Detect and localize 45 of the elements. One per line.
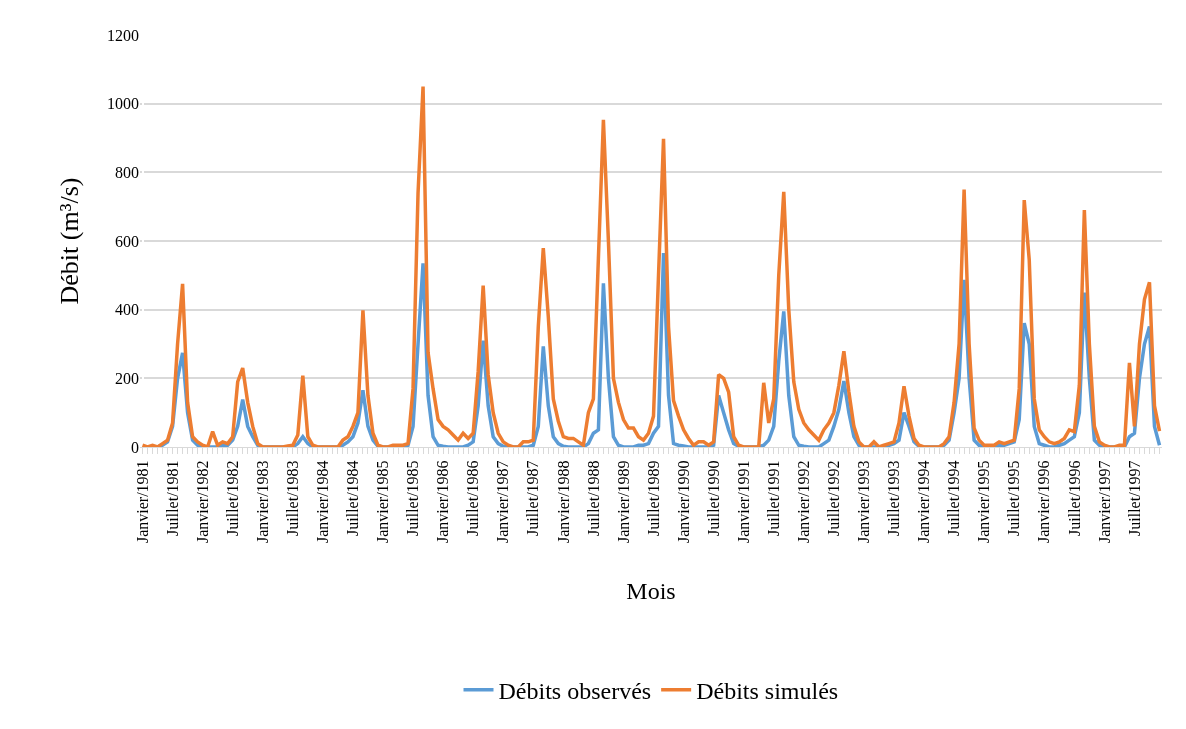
x-tick-label: Janvier/1990 xyxy=(674,460,692,544)
y-tick-label: 800 xyxy=(115,163,139,181)
x-tick-label: Juillet/1997 xyxy=(1125,460,1143,536)
y-tick-label: 1200 xyxy=(107,26,139,44)
x-tick-label: Juillet/1990 xyxy=(704,460,722,536)
x-tick-label: Juillet/1983 xyxy=(284,460,301,536)
x-tick-label: Juillet/1988 xyxy=(584,460,602,536)
x-tick-label: Janvier/1985 xyxy=(374,460,392,544)
x-tick-label: Juillet/1996 xyxy=(1065,460,1083,536)
y-tick-label: 400 xyxy=(115,301,139,319)
x-tick-label: Janvier/1988 xyxy=(554,460,572,544)
x-tick-label: Juillet/1987 xyxy=(524,460,542,536)
x-tick-label: Janvier/1982 xyxy=(193,460,211,544)
x-tick-label: Juillet/1991 xyxy=(764,460,782,536)
x-tick-label: Janvier/1996 xyxy=(1035,460,1053,544)
x-tick-label: Janvier/1994 xyxy=(915,460,933,544)
x-tick-label: Juillet/1985 xyxy=(404,460,422,536)
x-tick-label: Janvier/1991 xyxy=(734,460,752,544)
x-tick-label: Juillet/1986 xyxy=(464,460,482,536)
x-tick-label: Janvier/1983 xyxy=(253,460,271,544)
x-tick-label: Janvier/1997 xyxy=(1095,460,1113,544)
x-tick-label: Juillet/1981 xyxy=(163,460,181,536)
x-tick-label: Juillet/1989 xyxy=(644,460,662,536)
y-axis-title: Débit (m³/s) xyxy=(55,177,85,305)
x-tick-label: Juillet/1995 xyxy=(1005,460,1023,536)
x-tick-label: Juillet/1982 xyxy=(223,460,241,536)
x-axis-title: Mois xyxy=(626,578,676,605)
x-tick-label: Juillet/1994 xyxy=(945,460,963,536)
y-tick-label: 600 xyxy=(115,232,139,250)
legend-label: Débits observés xyxy=(498,678,652,705)
x-tick-label: Janvier/1981 xyxy=(133,460,151,544)
legend-label: Débits simulés xyxy=(696,678,839,705)
x-tick-label: Juillet/1992 xyxy=(825,460,843,536)
x-tick-label: Janvier/1995 xyxy=(975,460,993,544)
x-tick-label: Janvier/1993 xyxy=(855,460,873,544)
x-tick-label: Janvier/1989 xyxy=(614,460,632,544)
x-tick-label: Janvier/1992 xyxy=(795,460,812,544)
y-tick-label: 0 xyxy=(131,438,139,456)
x-tick-label: Janvier/1984 xyxy=(314,460,332,544)
x-tick-label: Janvier/1987 xyxy=(494,460,512,544)
x-tick-label: Janvier/1986 xyxy=(434,460,452,544)
y-tick-label: 200 xyxy=(115,369,139,387)
y-tick-label: 1000 xyxy=(107,95,139,113)
x-tick-label: Juillet/1993 xyxy=(885,460,903,536)
x-tick-label: Juillet/1984 xyxy=(344,460,362,536)
